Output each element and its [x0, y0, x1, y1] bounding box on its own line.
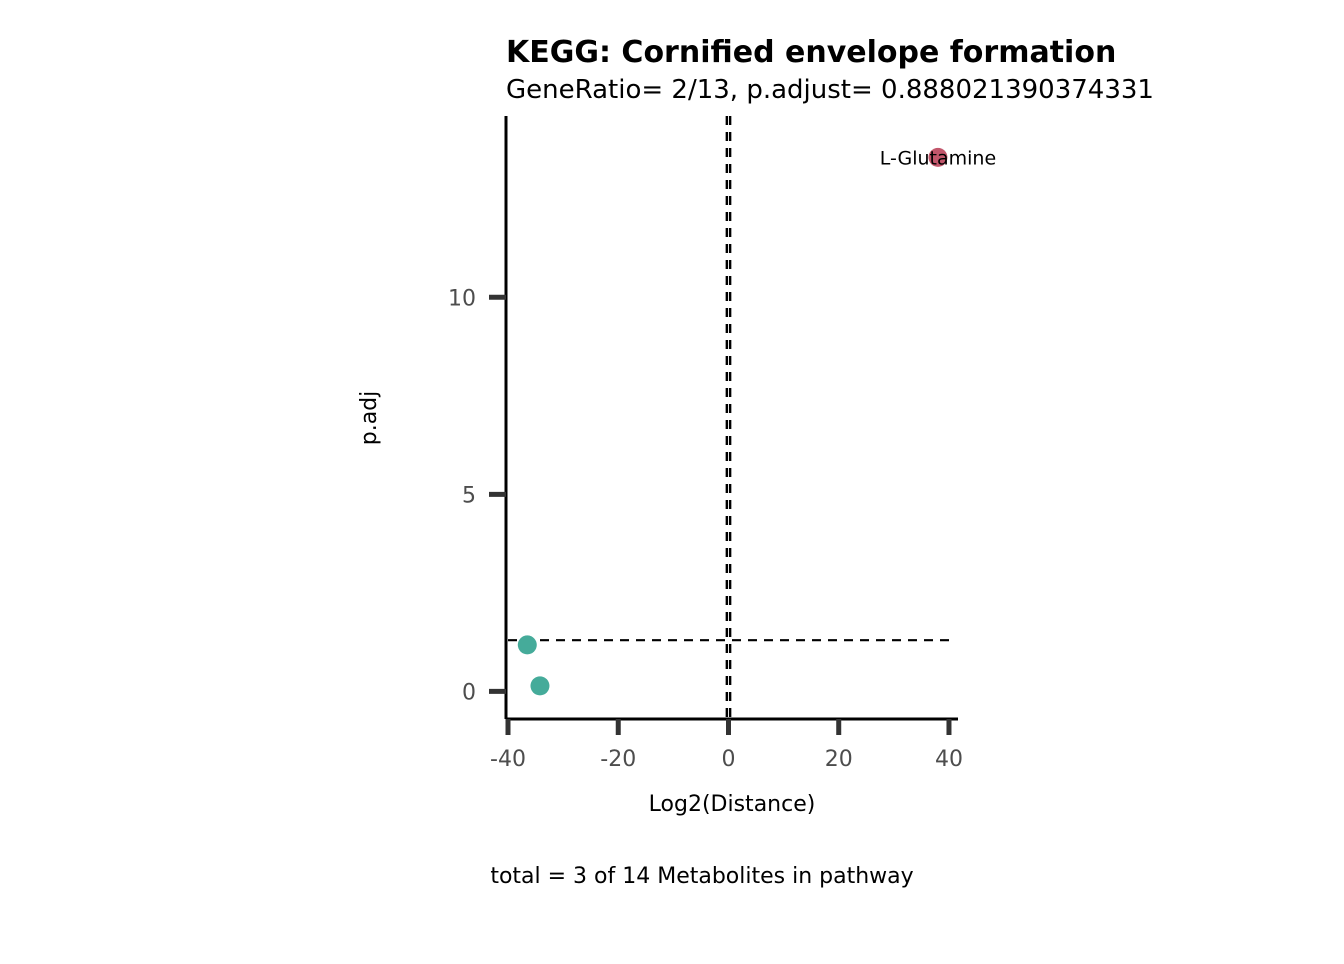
chart-title: KEGG: Cornified envelope formation: [506, 35, 1116, 70]
x-tick-label: 20: [825, 747, 853, 772]
y-tick-label: 10: [448, 286, 476, 311]
x-ticks: -40 -20 0 20 40: [490, 719, 963, 772]
reference-lines: [508, 116, 950, 719]
x-tick-label: -20: [600, 747, 636, 772]
data-point: [530, 676, 550, 696]
point-label: L-Glutamine: [880, 147, 996, 169]
x-axis-title: Log2(Distance): [649, 792, 816, 817]
y-tick-label: 0: [462, 680, 476, 705]
data-point: [517, 635, 537, 655]
data-point: [928, 147, 948, 167]
x-tick-label: 0: [721, 747, 735, 772]
y-tick-label: 5: [462, 483, 476, 508]
x-tick-label: -40: [490, 747, 526, 772]
axes: [504, 116, 958, 721]
y-axis-title: p.adj: [357, 391, 382, 446]
chart-caption: total = 3 of 14 Metabolites in pathway: [490, 864, 913, 889]
chart-subtitle: GeneRatio= 2/13, p.adjust= 0.88802139037…: [506, 75, 1154, 105]
data-points: L-Glutamine: [517, 147, 996, 696]
y-ticks: 0 5 10: [448, 286, 506, 705]
x-tick-label: 40: [935, 747, 963, 772]
